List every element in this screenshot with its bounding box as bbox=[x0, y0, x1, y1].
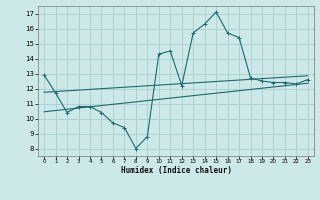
X-axis label: Humidex (Indice chaleur): Humidex (Indice chaleur) bbox=[121, 166, 231, 175]
